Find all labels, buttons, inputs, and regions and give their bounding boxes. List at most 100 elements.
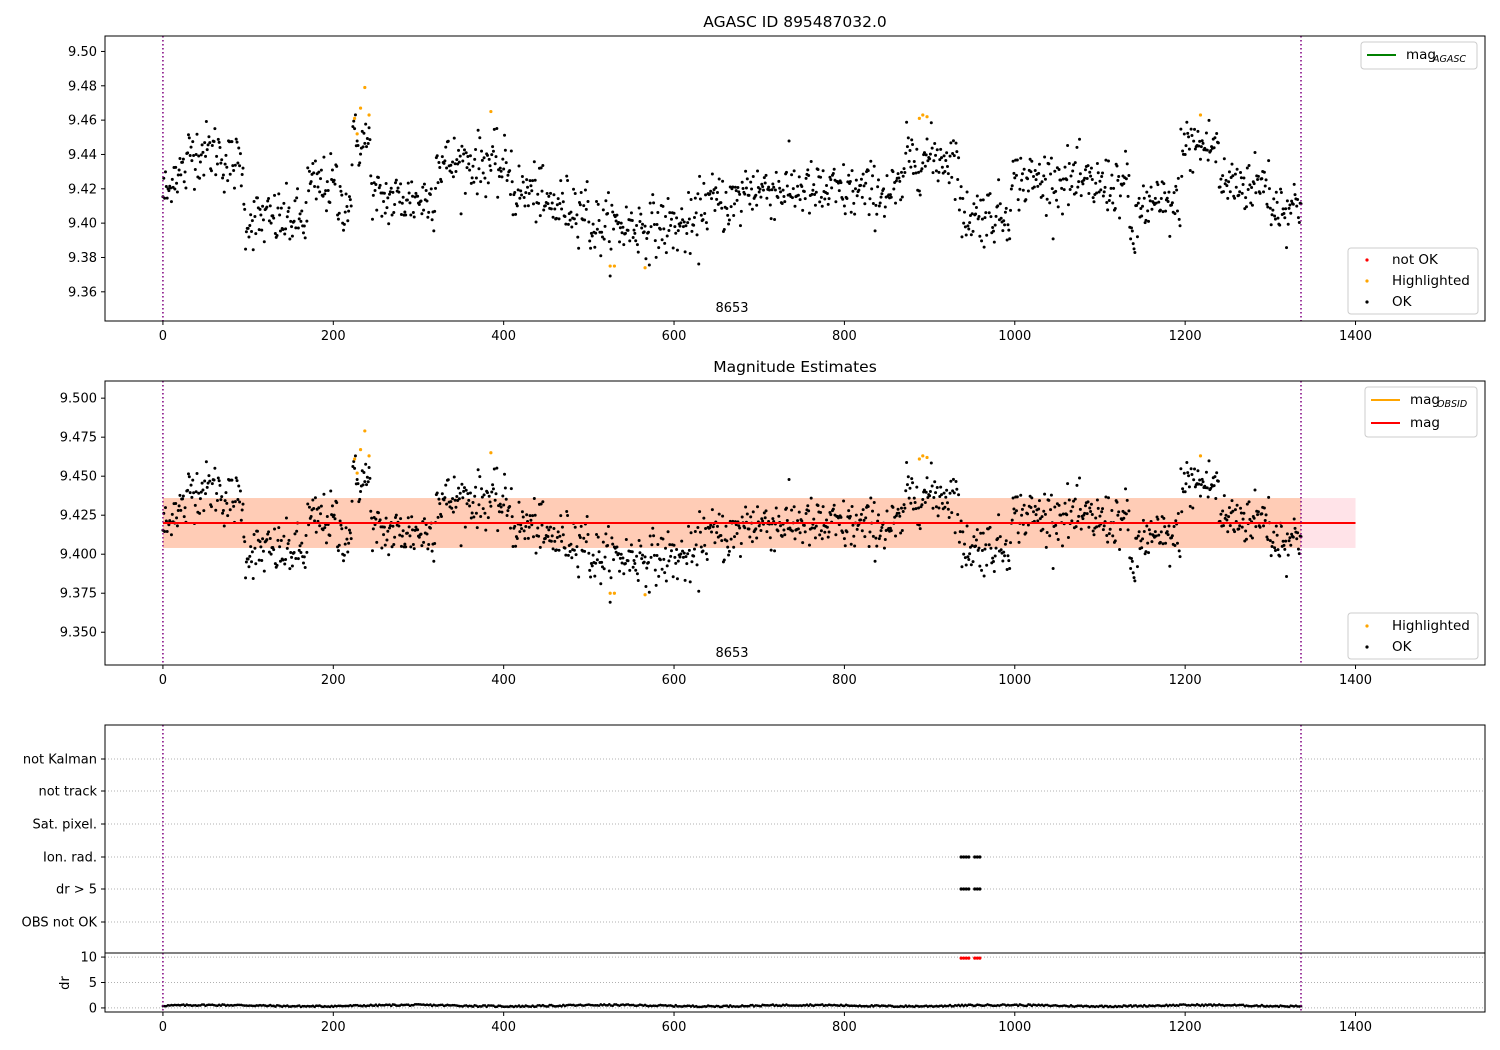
ok-point-p1-293 — [411, 194, 415, 198]
ok-point-p2-1009 — [1020, 507, 1024, 511]
ok-point-p1-771 — [818, 200, 822, 204]
ok-point-p1-1191 — [1175, 209, 1179, 213]
ok-point-p2-787 — [831, 507, 835, 511]
ok-point-p2-225 — [353, 466, 357, 470]
ok-point-p1-333 — [445, 166, 449, 170]
ok-point-p2-966 — [984, 543, 988, 547]
ok-point-p1-514 — [599, 254, 603, 258]
ok-point-p2-290 — [408, 534, 412, 538]
ok-point-p2-992 — [1006, 554, 1010, 558]
ok-point-p1-837 — [874, 203, 878, 207]
ok-point-p1-473 — [564, 222, 568, 226]
ok-point-p2-147 — [286, 542, 290, 546]
ok-point-p2-449 — [543, 536, 547, 540]
x-tick-label-p1-0: 0 — [159, 329, 167, 344]
ok-point-p2-909 — [935, 486, 939, 489]
ok-point-p1-723 — [777, 179, 781, 183]
ok-point-p1-1110 — [1106, 159, 1110, 163]
ok-point-p1-846 — [882, 187, 886, 191]
ok-point-p2-118 — [261, 549, 265, 553]
ok-point-p1-193 — [325, 180, 329, 184]
ok-point-p2-351 — [460, 482, 464, 486]
ok-point-p1-55 — [208, 141, 212, 145]
ok-point-p1-751 — [801, 208, 805, 212]
ok-point-p1-362 — [469, 181, 473, 185]
ok-point-p2-1033 — [1041, 527, 1045, 531]
ok-point-p1-925 — [949, 141, 953, 145]
ok-point-p2-987 — [1002, 550, 1006, 554]
flag-point-4-6 — [978, 887, 982, 891]
y-tick-label-p1-4: 9.44 — [68, 148, 97, 163]
ok-point-p2-498 — [585, 515, 589, 519]
ok-point-p2-257 — [380, 546, 384, 550]
ok-point-p1-1100 — [1098, 179, 1102, 183]
ok-point-p1-170 — [306, 166, 310, 170]
ok-point-p1-614 — [684, 224, 688, 228]
ok-point-p1-570 — [646, 230, 650, 234]
ok-point-p2-963 — [981, 531, 985, 535]
ok-point-p2-1320 — [1285, 532, 1289, 536]
ok-point-p1-100 — [246, 226, 250, 230]
ok-point-p1-836 — [873, 229, 877, 233]
ok-point-p2-850 — [885, 509, 889, 513]
ok-point-p2-75 — [225, 501, 229, 505]
ok-point-p2-988 — [1003, 554, 1007, 558]
ok-point-p2-1205 — [1187, 485, 1191, 489]
ok-point-p2-983 — [998, 535, 1002, 539]
y-tick-label-p1-6: 9.48 — [68, 79, 97, 94]
ok-point-p1-366 — [473, 157, 477, 161]
ok-point-p1-390 — [493, 162, 497, 166]
ok-point-p2-989 — [1003, 542, 1007, 546]
ok-point-p1-592 — [665, 234, 669, 238]
ok-point-p1-704 — [761, 185, 765, 189]
ok-point-p2-422 — [520, 510, 524, 514]
ok-point-p1-1083 — [1083, 168, 1087, 172]
ok-point-p2-942 — [963, 556, 967, 560]
y-tick-label-p1-0: 9.36 — [68, 285, 97, 300]
ok-point-p2-761 — [809, 496, 813, 500]
ok-point-p1-445 — [540, 189, 544, 193]
ok-point-p1-146 — [285, 215, 289, 219]
ok-point-p1-877 — [908, 149, 912, 153]
x-tick-label-p4-0: 0 — [159, 1020, 167, 1035]
ok-point-p1-535 — [617, 220, 621, 224]
ok-point-p1-487 — [576, 235, 580, 239]
ok-point-p1-53 — [206, 143, 210, 147]
ok-point-p2-823 — [862, 518, 866, 522]
ok-point-p1-758 — [807, 173, 811, 177]
ok-point-p1-458 — [551, 215, 555, 219]
ok-point-p1-1096 — [1095, 191, 1099, 195]
ok-point-p2-790 — [834, 533, 838, 537]
ok-point-p1-897 — [925, 137, 929, 141]
ok-point-p1-501 — [588, 239, 592, 243]
ok-point-p1-1138 — [1130, 229, 1134, 233]
y-tick-label-p2-2: 9.400 — [60, 548, 97, 563]
ok-point-p1-504 — [590, 234, 594, 238]
ok-point-p1-1302 — [1270, 213, 1274, 217]
ok-point-p1-946 — [967, 227, 971, 231]
ok-point-p1-814 — [854, 178, 858, 182]
x-tick-label-p2-6: 1200 — [1169, 673, 1202, 688]
ok-point-p2-429 — [526, 536, 530, 540]
ok-point-p1-429 — [526, 204, 530, 208]
ok-point-p2-1089 — [1089, 510, 1093, 514]
ok-point-p2-370 — [476, 468, 480, 472]
ok-point-p2-160 — [297, 548, 301, 552]
ok-point-p2-674 — [735, 532, 739, 536]
ok-point-p1-611 — [681, 225, 685, 229]
ok-point-p2-550 — [629, 543, 633, 547]
ok-point-p1-944 — [965, 190, 969, 194]
ok-point-p1-703 — [760, 182, 764, 186]
ok-point-p1-241 — [366, 141, 370, 145]
ok-point-p1-732 — [784, 170, 788, 174]
ok-point-p2-374 — [480, 487, 484, 491]
ok-point-p1-565 — [642, 230, 646, 234]
ok-point-p2-109 — [254, 562, 258, 566]
ok-point-p1-527 — [610, 203, 614, 207]
ok-point-p2-23 — [181, 497, 185, 501]
ok-point-p2-278 — [398, 533, 402, 537]
ok-point-p2-627 — [695, 563, 699, 567]
ok-point-p2-1321 — [1286, 553, 1290, 557]
ok-point-p2-1085 — [1085, 512, 1089, 516]
ok-point-p1-1263 — [1237, 193, 1241, 197]
